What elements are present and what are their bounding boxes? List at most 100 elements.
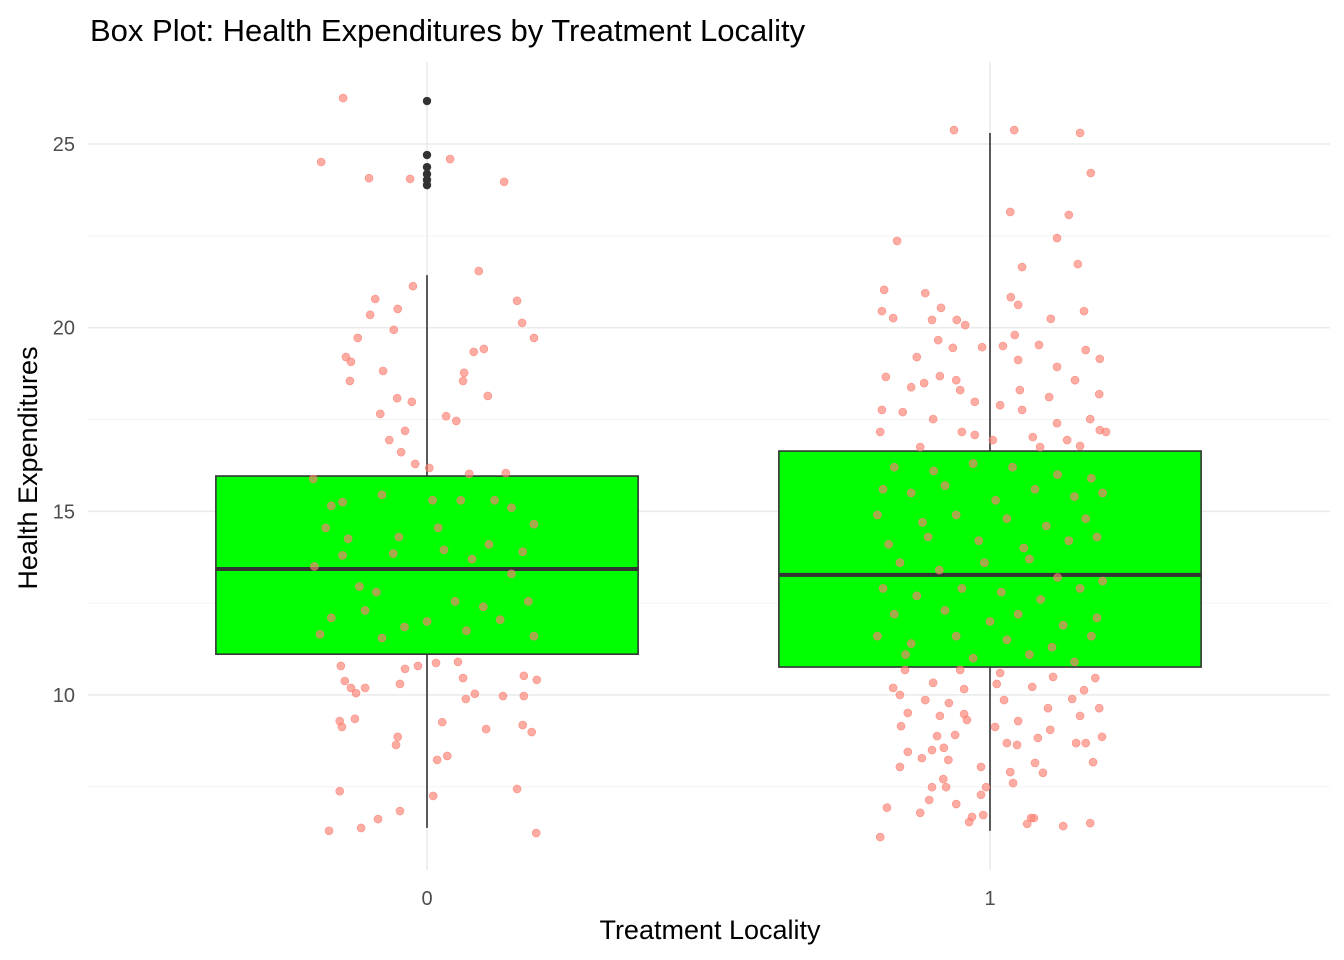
jitter-point [915, 442, 925, 452]
jitter-point [1010, 330, 1020, 340]
jitter-point [350, 714, 360, 724]
jitter-point [394, 532, 404, 542]
jitter-point [1002, 635, 1012, 645]
jitter-point [1062, 435, 1072, 445]
jitter-point [981, 782, 991, 792]
jitter-point [1064, 210, 1074, 220]
jitter-point [453, 657, 463, 667]
jitter-point [437, 717, 447, 727]
jitter-point [1013, 716, 1023, 726]
jitter-point [340, 676, 350, 686]
jitter-point [928, 678, 938, 688]
jitter-point [900, 665, 910, 675]
jitter-point [995, 400, 1005, 410]
jitter-point [481, 724, 491, 734]
jitter-point [531, 828, 541, 838]
jitter-point [1075, 441, 1085, 451]
jitter-point [1022, 819, 1032, 829]
jitter-point [1087, 631, 1096, 641]
jitter-point [519, 691, 529, 701]
jitter-point [1006, 292, 1016, 302]
y-axis-title: Health Expenditures [13, 346, 43, 589]
jitter-point [1043, 703, 1053, 713]
jitter-point [917, 753, 927, 763]
jitter-point [938, 774, 948, 784]
jitter-point [1013, 300, 1023, 310]
jitter-point [924, 795, 934, 805]
jitter-point [355, 582, 364, 591]
jitter-point [529, 333, 539, 343]
jitter-point [499, 177, 509, 187]
jitter-point [441, 411, 451, 421]
jitter-point [316, 157, 326, 167]
jitter-point [977, 342, 987, 352]
jitter-point [346, 357, 356, 367]
jitter-point [962, 715, 972, 725]
jitter-point [1005, 767, 1015, 777]
jitter-point [1087, 473, 1096, 483]
jitter-point [1085, 818, 1095, 828]
jitter-point [906, 382, 916, 392]
jitter-point [388, 549, 398, 558]
jitter-point [384, 435, 394, 445]
jitter-point [1075, 584, 1085, 593]
jitter-point [1079, 685, 1089, 695]
jitter-point [462, 626, 471, 635]
jitter-point [932, 731, 942, 741]
jitter-point [458, 376, 468, 386]
jitter-point [464, 469, 474, 479]
jitter-point [999, 695, 1009, 705]
jitter-point [1027, 682, 1037, 692]
jitter-point [1030, 758, 1040, 768]
jitter-point [1029, 813, 1039, 823]
x-tick-label: 1 [984, 888, 995, 910]
jitter-point [396, 447, 406, 457]
jitter-point [1008, 778, 1018, 788]
jitter-point [529, 519, 539, 529]
jitter-point [338, 93, 348, 103]
jitter-point [337, 722, 347, 732]
outlier-point [422, 169, 432, 179]
jitter-point [1052, 418, 1062, 428]
jitter-point [878, 484, 888, 494]
jitter-point [1025, 554, 1034, 564]
jitter-point [951, 799, 961, 809]
jitter-point [1038, 768, 1048, 778]
jitter-point [1075, 128, 1085, 138]
jitter-point [461, 694, 471, 704]
jitter-point [364, 173, 374, 183]
jitter-point [338, 497, 347, 507]
y-tick-label: 25 [53, 134, 75, 156]
jitter-point [992, 679, 1002, 689]
box-group-1 [778, 132, 1202, 831]
jitter-point [1071, 738, 1081, 748]
jitter-point [458, 673, 468, 683]
jitter-point [512, 784, 522, 794]
jitter-point [978, 810, 988, 820]
jitter-point [875, 427, 885, 437]
jitter-point [1053, 573, 1062, 582]
jitter-point [400, 622, 409, 632]
jitter-point [479, 344, 489, 354]
jitter-point [335, 786, 345, 796]
jitter-point [433, 523, 443, 533]
jitter-point [920, 695, 930, 705]
jitter-point [519, 671, 529, 681]
jitter-point [1081, 514, 1091, 523]
jitter-point [395, 679, 405, 689]
jitter-point [895, 762, 905, 772]
jitter-point [1047, 642, 1057, 652]
jitter-point [498, 691, 508, 701]
jitter-point [1033, 733, 1043, 743]
jitter-point [1092, 532, 1102, 542]
jitter-point [968, 459, 978, 468]
jitter-point [968, 653, 978, 663]
jitter-point [360, 683, 370, 693]
jitter-point [405, 174, 415, 184]
jitter-point [927, 745, 937, 755]
jitter-point [451, 416, 461, 426]
jitter-point [948, 343, 958, 353]
jitter-point [879, 285, 889, 295]
jitter-point [990, 722, 1000, 732]
